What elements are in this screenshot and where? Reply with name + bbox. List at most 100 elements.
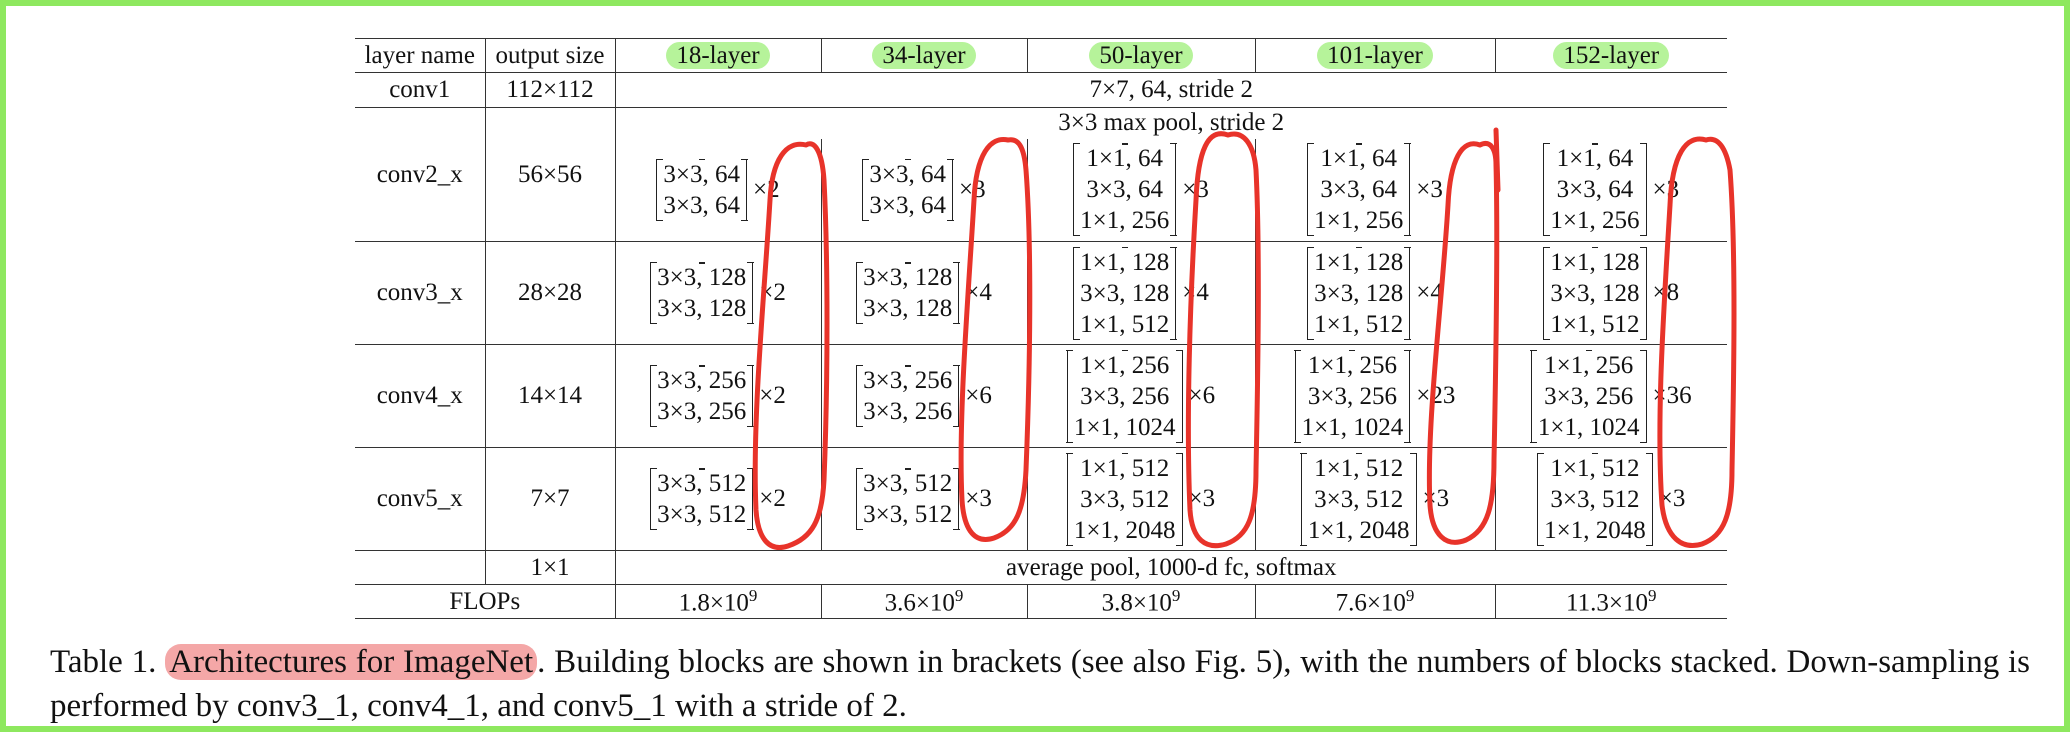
header-101-layer: 101-layer (1254, 38, 1496, 73)
output-size-conv4: 14×14 (484, 344, 616, 448)
block-bracket: 1×1, 128 3×3, 128 1×1, 512 (1542, 246, 1647, 340)
block-layer-spec: 1×1, 256 (1080, 207, 1170, 235)
conv3-row: conv3_x 28×28 3×3, 128 3×3, 128 ×2 3×3, 128 3×… (355, 241, 1727, 345)
block-cell: 1×1, 64 3×3, 64 1×1, 256 ×3 (1026, 138, 1256, 242)
block-layer-spec: 1×1, 2048 (1544, 516, 1646, 544)
block-cell: 1×1, 512 3×3, 512 1×1, 2048 ×3 (1494, 447, 1727, 551)
flops-value: 11.3×109 (1494, 584, 1727, 619)
block-layer-spec: 3×3, 256 (863, 367, 953, 394)
block-layer-spec: 1×1, 128 (1314, 248, 1404, 276)
block-layer-spec: 1×1, 256 (1314, 207, 1404, 235)
block-cell: 1×1, 64 3×3, 64 1×1, 256 ×3 (1254, 138, 1496, 242)
bracketed-block: 1×1, 64 3×3, 64 1×1, 256 ×3 (1306, 143, 1443, 237)
block-layer-spec: 3×3, 256 (657, 398, 747, 425)
block-layer-spec: 3×3, 64 (1086, 176, 1163, 204)
block-bracket: 3×3, 512 3×3, 512 (649, 468, 754, 530)
block-layer-spec: 3×3, 128 (863, 264, 953, 291)
block-cell: 3×3, 128 3×3, 128 ×2 (614, 241, 822, 345)
header-18-layer: 18-layer (614, 38, 822, 73)
block-layer-spec: 3×3, 128 (1080, 279, 1170, 307)
bracketed-block: 1×1, 512 3×3, 512 1×1, 2048 ×3 (1300, 452, 1449, 546)
block-layer-spec: 3×3, 64 (1556, 176, 1634, 204)
bracketed-block: 3×3, 128 3×3, 128 ×2 (649, 262, 786, 324)
depth-label: 101-layer (1317, 41, 1433, 69)
block-layer-spec: 1×1, 64 (1086, 145, 1163, 173)
block-cell: 3×3, 64 3×3, 64 ×2 (614, 138, 822, 242)
block-layer-spec: 1×1, 1024 (1301, 413, 1404, 441)
block-layer-spec: 3×3, 64 (869, 160, 946, 188)
caption-prefix: Table 1. (50, 644, 166, 680)
block-layer-spec: 3×3, 512 (863, 501, 953, 528)
block-multiplier: ×3 (1416, 175, 1443, 203)
flops-row: FLOPs 1.8×109 3.6×109 3.8×109 7.6×109 11… (355, 584, 1727, 619)
header-output-size: output size (484, 38, 616, 73)
block-layer-spec: 1×1, 1024 (1073, 413, 1176, 441)
block-layer-spec: 1×1, 256 (1550, 207, 1640, 235)
block-cell: 1×1, 64 3×3, 64 1×1, 256 ×3 (1494, 138, 1727, 242)
block-bracket: 3×3, 64 3×3, 64 (655, 158, 748, 221)
block-multiplier: ×2 (759, 382, 786, 409)
layer-name-conv2: conv2_x (355, 107, 486, 242)
depth-label: 18-layer (666, 41, 770, 69)
final-spec: average pool, 1000-d fc, softmax (614, 550, 1727, 585)
block-cell: 1×1, 128 3×3, 128 1×1, 512 ×4 (1026, 241, 1256, 345)
block-multiplier: ×6 (965, 382, 992, 409)
block-layer-spec: 1×1, 512 (1080, 310, 1170, 338)
block-layer-spec: 3×3, 256 (863, 398, 953, 425)
bracketed-block: 1×1, 512 3×3, 512 1×1, 2048 ×3 (1066, 452, 1216, 546)
conv2-row: 3×3, 64 3×3, 64 ×2 3×3, 64 3×3, 64 ×3 1×1, 64 3… (355, 138, 1727, 242)
block-layer-spec: 3×3, 512 (657, 501, 747, 528)
bracketed-block: 3×3, 256 3×3, 256 ×6 (855, 365, 992, 427)
block-layer-spec: 1×1, 512 (1550, 454, 1640, 482)
block-bracket: 3×3, 128 3×3, 128 (855, 262, 960, 324)
block-layer-spec: 1×1, 256 (1080, 351, 1170, 379)
block-layer-spec: 3×3, 128 (1550, 279, 1640, 307)
bracketed-block: 1×1, 512 3×3, 512 1×1, 2048 ×3 (1536, 452, 1685, 546)
block-layer-spec: 1×1, 1024 (1537, 413, 1640, 441)
block-bracket: 1×1, 128 3×3, 128 1×1, 512 (1072, 246, 1177, 340)
header-34-layer: 34-layer (820, 38, 1028, 73)
block-multiplier: ×3 (1188, 485, 1216, 512)
output-size-conv3: 28×28 (484, 241, 616, 345)
depth-label: 34-layer (872, 41, 976, 69)
block-bracket: 3×3, 256 3×3, 256 (649, 365, 754, 427)
block-bracket: 1×1, 64 3×3, 64 1×1, 256 (1306, 143, 1411, 237)
block-layer-spec: 1×1, 64 (1320, 145, 1397, 173)
block-layer-spec: 3×3, 128 (657, 295, 747, 322)
block-cell: 1×1, 256 3×3, 256 1×1, 1024 ×6 (1026, 344, 1256, 448)
flops-label: FLOPs (355, 584, 616, 619)
block-layer-spec: 1×1, 2048 (1307, 516, 1410, 544)
block-layer-spec: 3×3, 64 (1320, 176, 1397, 204)
conv1-row: conv1 112×112 7×7, 64, stride 2 (355, 72, 1727, 108)
bracketed-block: 3×3, 128 3×3, 128 ×4 (855, 262, 992, 324)
layer-name-conv3: conv3_x (355, 241, 486, 345)
block-bracket: 1×1, 64 3×3, 64 1×1, 256 (1542, 143, 1647, 237)
block-bracket: 1×1, 128 3×3, 128 1×1, 512 (1306, 246, 1411, 340)
depth-label: 152-layer (1553, 41, 1670, 69)
bracketed-block: 1×1, 64 3×3, 64 1×1, 256 ×3 (1542, 143, 1679, 237)
bracketed-block: 3×3, 64 3×3, 64 ×3 (861, 158, 986, 221)
caption-text: . Building blocks are shown in brackets … (50, 644, 2031, 724)
red-loop-mark (958, 137, 1033, 542)
block-bracket: 1×1, 512 3×3, 512 1×1, 2048 (1066, 452, 1183, 546)
layer-name-conv4: conv4_x (355, 344, 486, 448)
block-bracket: 1×1, 512 3×3, 512 1×1, 2048 (1536, 452, 1654, 546)
bracketed-block: 1×1, 256 3×3, 256 1×1, 1024 ×36 (1530, 349, 1692, 443)
header-50-layer: 50-layer (1026, 38, 1256, 73)
block-layer-spec: 3×3, 64 (869, 191, 946, 219)
block-layer-spec: 1×1, 256 (1307, 351, 1397, 379)
red-loop-mark (1185, 131, 1261, 549)
block-multiplier: ×6 (1188, 382, 1216, 409)
block-bracket: 1×1, 64 3×3, 64 1×1, 256 (1072, 143, 1177, 237)
block-cell: 3×3, 512 3×3, 512 ×3 (820, 447, 1028, 551)
final-row: 1×1 average pool, 1000-d fc, softmax (355, 550, 1727, 585)
conv4-row: conv4_x 14×14 3×3, 256 3×3, 256 ×2 3×3, 256 3×… (355, 344, 1727, 448)
max-pool-spec: 3×3 max pool, stride 2 (614, 107, 1727, 139)
conv1-spec: 7×7, 64, stride 2 (614, 72, 1727, 108)
conv5-row: conv5_x 7×7 3×3, 512 3×3, 512 ×2 3×3, 512 3×3,… (355, 447, 1727, 551)
caption-highlight: Architectures for ImageNet (165, 644, 538, 680)
block-bracket: 1×1, 256 3×3, 256 1×1, 1024 (1294, 349, 1411, 443)
depth-label: 50-layer (1089, 41, 1193, 69)
